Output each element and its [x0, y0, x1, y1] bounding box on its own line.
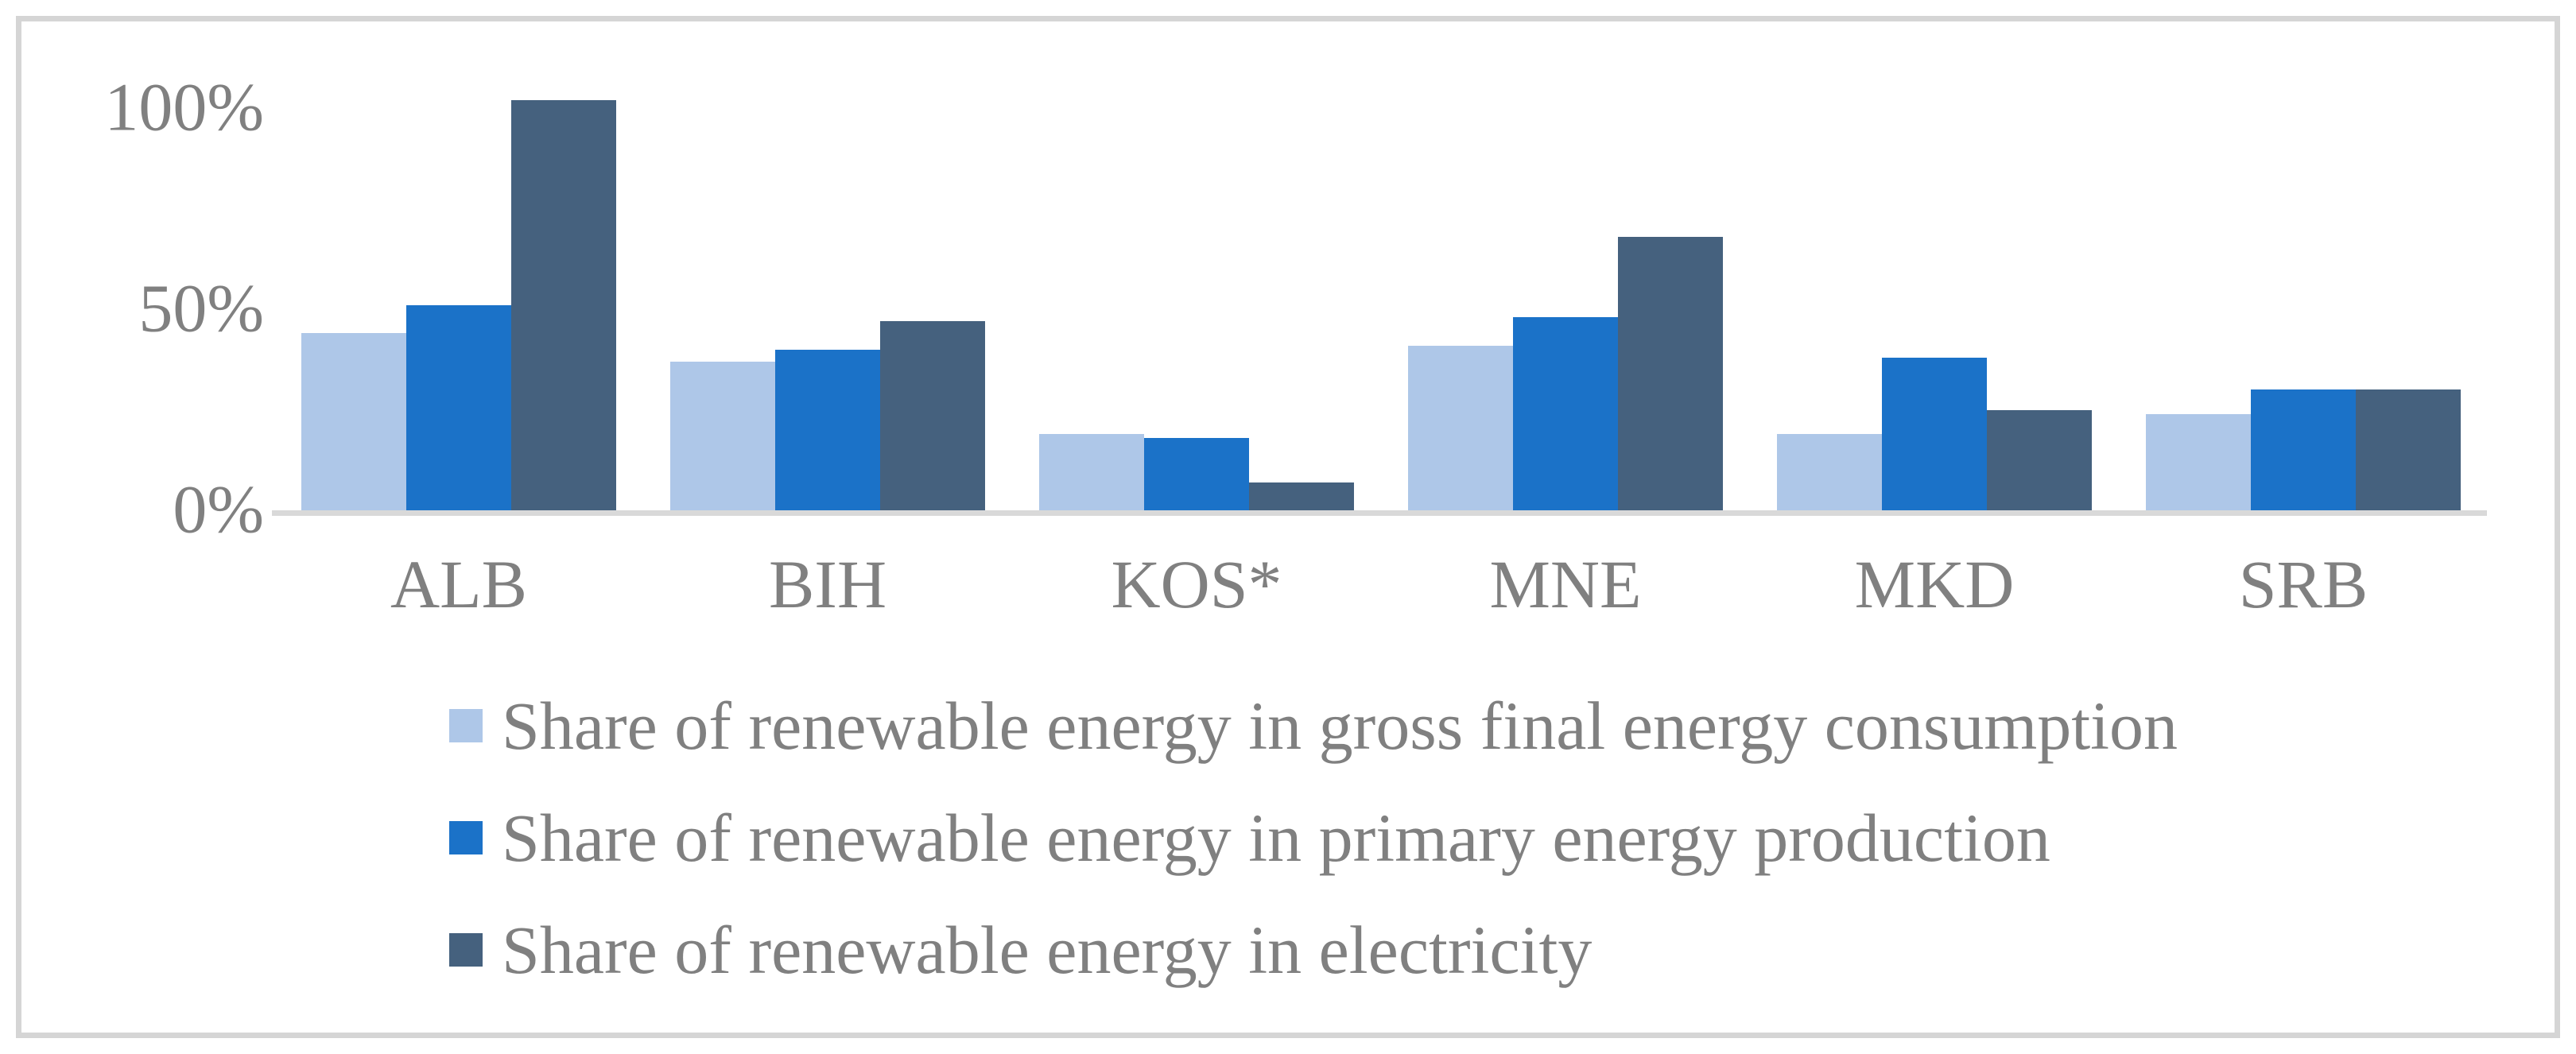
bar-bih-series-2 [880, 321, 985, 510]
legend-label: Share of renewable energy in electricity [502, 911, 1593, 988]
bar-kos-series-2 [1249, 482, 1354, 510]
x-category-label-bih: BIH [768, 546, 887, 622]
bar-mne-series-1 [1513, 317, 1618, 510]
bar-srb-series-2 [2356, 389, 2461, 510]
x-axis-line [272, 510, 2487, 516]
bar-bih-series-0 [670, 362, 775, 510]
bar-mkd-series-0 [1777, 434, 1882, 510]
x-category-label-kos: KOS* [1111, 546, 1282, 622]
x-category-label-mkd: MKD [1854, 546, 2015, 622]
legend-label: Share of renewable energy in primary ene… [502, 799, 2050, 876]
legend-item-electricity: Share of renewable energy in electricity [449, 893, 2178, 1006]
legend-color-swatch-icon [449, 820, 483, 854]
bar-mne-series-0 [1408, 346, 1513, 510]
bar-mkd-series-2 [1987, 410, 2092, 510]
y-tick-label-100: 100% [104, 68, 264, 145]
bar-bih-series-1 [775, 350, 880, 510]
bar-mkd-series-1 [1882, 358, 1987, 510]
bar-mne-series-2 [1618, 237, 1723, 510]
legend-label: Share of renewable energy in gross final… [502, 687, 2178, 764]
bar-kos-series-1 [1144, 438, 1249, 510]
x-category-label-mne: MNE [1489, 546, 1642, 622]
legend: Share of renewable energy in gross final… [449, 669, 2178, 1006]
bar-alb-series-0 [301, 333, 406, 510]
bar-alb-series-1 [406, 305, 511, 510]
legend-color-swatch-icon [449, 708, 483, 742]
legend-item-production: Share of renewable energy in primary ene… [449, 781, 2178, 893]
bar-srb-series-0 [2146, 414, 2251, 510]
legend-color-swatch-icon [449, 932, 483, 967]
x-category-label-srb: SRB [2238, 546, 2368, 622]
bar-kos-series-0 [1039, 434, 1144, 510]
legend-item-consumption: Share of renewable energy in gross final… [449, 669, 2178, 781]
x-category-label-alb: ALB [390, 546, 527, 622]
y-tick-label-50: 50% [138, 269, 264, 347]
bar-alb-series-2 [511, 100, 616, 510]
bar-srb-series-1 [2251, 389, 2356, 510]
y-tick-label-0: 0% [173, 471, 264, 548]
